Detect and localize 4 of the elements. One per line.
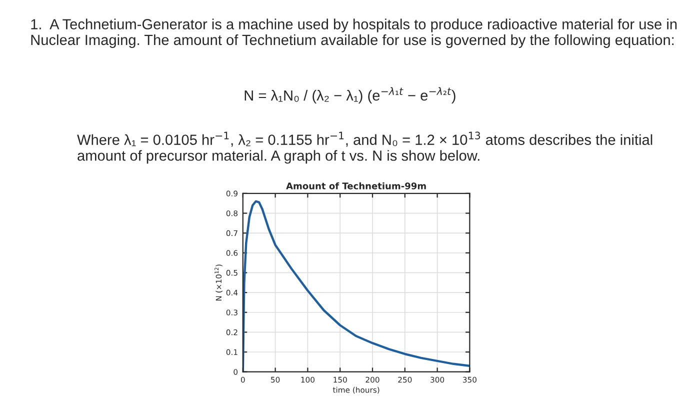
text: 1. A Technetium-Generator is a machine used by hospitals to produce radioactive material for use in Nuclear Imaging. The amount of Technetium available for use is governed by the following equation: bbox=[31, 18, 677, 48]
text: N = λ₁N₀ / (λ₂ − λ₁) (e$^{−λ₁t}$ − e$^{−λ₂t}$) bbox=[244, 87, 456, 104]
chart-title: Amount of Technetium-99m bbox=[286, 182, 426, 190]
text: Where λ₁ = 0.0105 hr$^{−1}$, λ₂ = 0.1155 hr$^{−1}$, and N₀ = 1.2 × 10$^{13}$ atoms describes the initial amount of precursor material. A graph of t vs. N is show below. bbox=[77, 132, 652, 164]
